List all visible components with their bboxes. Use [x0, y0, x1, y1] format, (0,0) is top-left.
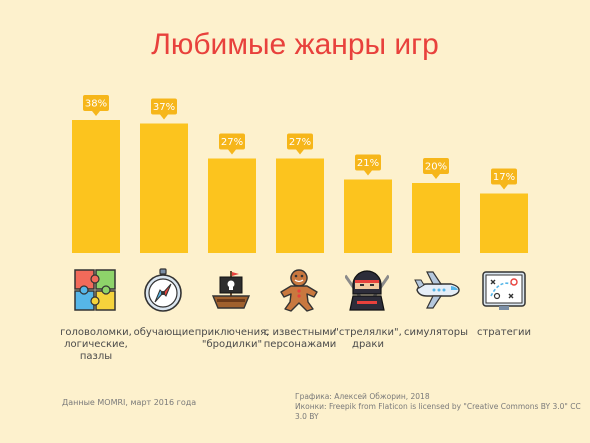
credits-icons: Иконки: Freepik from Flaticon is license…	[295, 402, 581, 421]
compass-icon	[141, 268, 185, 317]
ninja-icon	[344, 268, 390, 317]
category-label-line: "стрелялки",	[334, 327, 402, 338]
category-label-0: головоломки, логические, пазлы	[54, 327, 138, 363]
value-badge-3: 27%	[287, 133, 313, 155]
value-label-4: 21%	[357, 158, 379, 169]
badge-box-0	[83, 95, 109, 111]
bar-5	[412, 183, 460, 253]
data-source: Данные MOMRI, март 2016 года	[62, 398, 197, 407]
value-label-3: 27%	[289, 137, 311, 148]
value-badge-0: 38%	[83, 95, 109, 116]
pirate-ship-icon	[209, 268, 253, 317]
badge-box-3	[287, 133, 313, 150]
category-label-line: обучающие	[133, 327, 195, 338]
chart-title: Любимые жанры игр	[151, 28, 439, 61]
category-label-1: обучающие	[122, 327, 206, 339]
bar-6	[480, 193, 528, 253]
badge-box-1	[151, 98, 177, 115]
category-label-line: "бродилки"	[201, 339, 263, 350]
strategy-board-icon	[481, 268, 527, 317]
category-label-line: с известными	[263, 327, 337, 338]
badge-pointer-6	[500, 184, 508, 190]
category-label-line: симуляторы	[403, 327, 469, 338]
credits-graphics: Графика: Алексей Обжорин, 2018	[295, 392, 430, 401]
category-label-2: приключения, "бродилки"	[190, 327, 274, 351]
category-label-line: приключения,	[194, 327, 270, 338]
badge-pointer-4	[364, 170, 372, 176]
gingerbread-man-icon	[277, 268, 321, 317]
badge-box-4	[355, 154, 381, 171]
category-label-line: драки	[352, 339, 384, 350]
bar-4	[344, 179, 392, 253]
badge-box-6	[491, 168, 517, 185]
bar-0	[72, 120, 120, 253]
category-label-line: стратегии	[476, 327, 532, 338]
category-label-3: с известными персонажами	[258, 327, 342, 351]
value-label-6: 17%	[493, 172, 515, 183]
category-label-line: головоломки,	[60, 327, 132, 338]
value-badge-2: 27%	[219, 133, 245, 155]
category-label-6: стратегии	[462, 327, 546, 339]
value-label-1: 37%	[153, 102, 175, 113]
category-label-line: пазлы	[79, 351, 113, 362]
value-label-5: 20%	[425, 162, 447, 173]
category-label-line: персонажами	[263, 339, 337, 350]
value-badge-4: 21%	[355, 154, 381, 176]
bar-3	[276, 158, 324, 253]
value-label-0: 38%	[85, 99, 107, 110]
badge-pointer-3	[296, 149, 304, 155]
puzzle-icon	[73, 268, 117, 317]
category-label-5: симуляторы	[394, 327, 478, 339]
value-badge-1: 37%	[151, 98, 177, 120]
bar-2	[208, 158, 256, 253]
value-badge-6: 17%	[491, 168, 517, 190]
value-label-2: 27%	[221, 137, 243, 148]
category-label-line: логические,	[64, 339, 128, 350]
badge-box-5	[423, 158, 449, 174]
badge-pointer-5	[432, 174, 440, 179]
badge-box-2	[219, 133, 245, 150]
badge-pointer-2	[228, 149, 236, 155]
credits: Графика: Алексей Обжорин, 2018 Иконки: F…	[295, 392, 590, 422]
value-badge-5: 20%	[423, 158, 449, 179]
bar-1	[140, 123, 188, 253]
category-label-4: "стрелялки", драки	[326, 327, 410, 351]
badge-pointer-0	[92, 111, 100, 116]
airplane-icon	[413, 268, 461, 317]
badge-pointer-1	[160, 114, 168, 120]
